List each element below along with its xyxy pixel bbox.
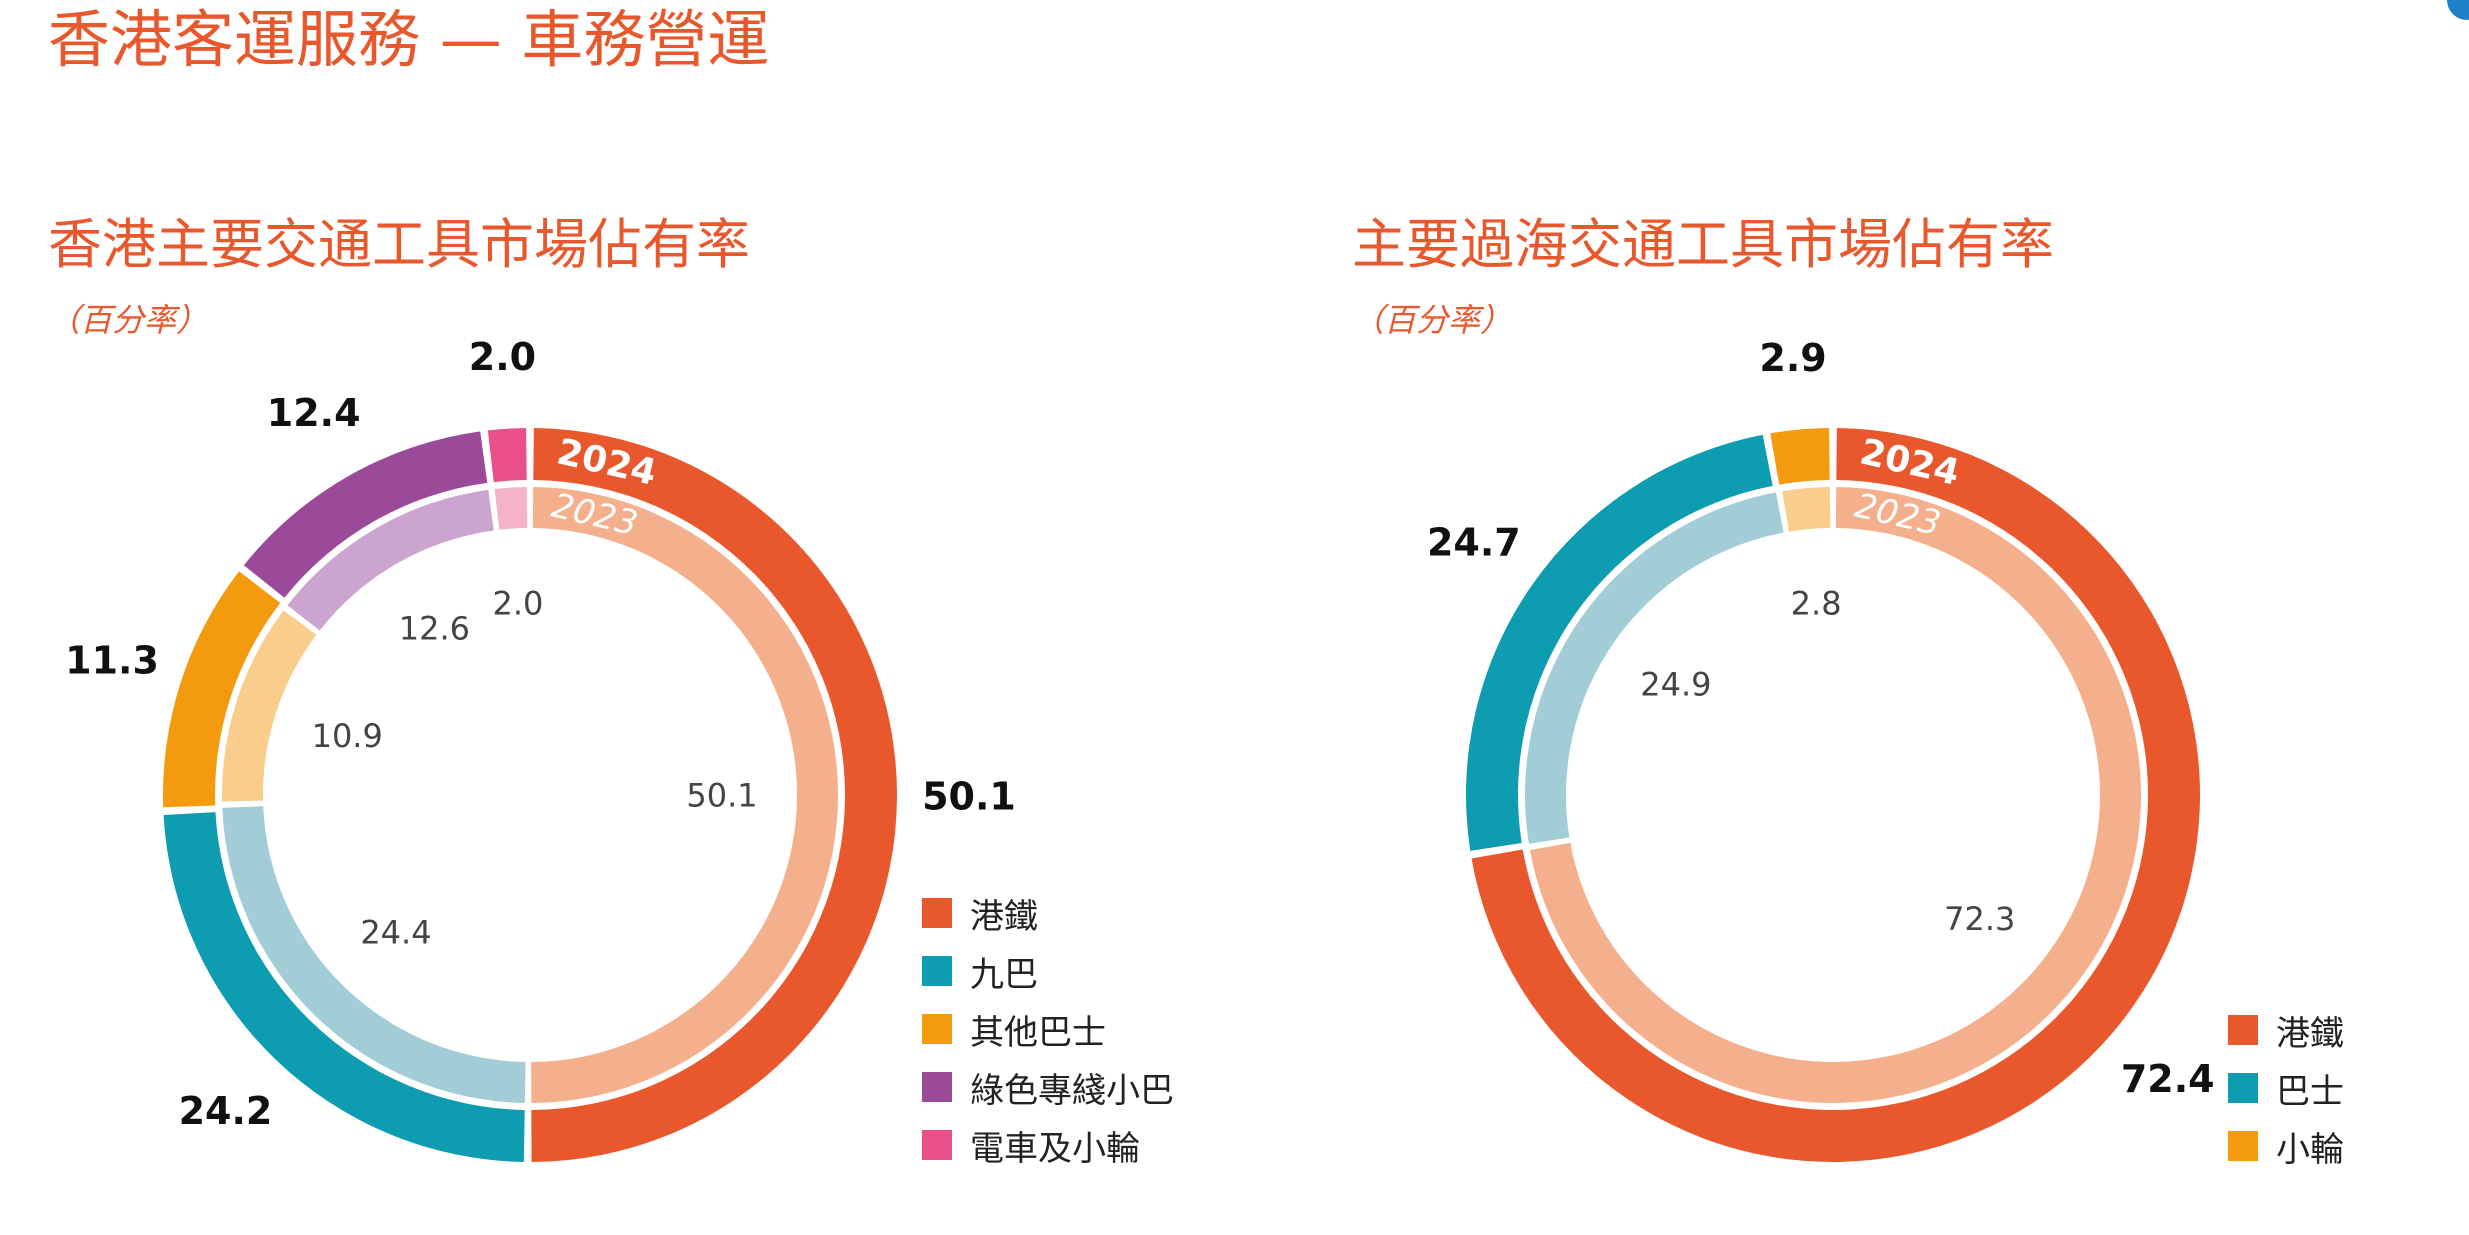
chart-2-inner-value-label-3: 2.8 bbox=[1791, 585, 1842, 623]
chart-1-legend-item-1: 港鐵 bbox=[922, 884, 1174, 942]
chart-1-inner-slice-1 bbox=[531, 487, 839, 1103]
chart-1-inner-value-label-5: 2.0 bbox=[492, 584, 543, 622]
chart-1-legend-label-1: 港鐵 bbox=[970, 896, 1038, 937]
chart-2-legend-swatch-1 bbox=[2228, 1015, 2258, 1045]
chart-1-legend-item-3: 其他巴士 bbox=[922, 1000, 1174, 1058]
chart-2-outer-slice-2 bbox=[1466, 434, 1773, 851]
chart-2-outer-value-label-2: 24.7 bbox=[1427, 521, 1521, 565]
chart-1-inner-slice-4 bbox=[287, 489, 494, 631]
chart-1-outer-value-label-1: 50.1 bbox=[922, 774, 1016, 818]
chart-2-legend-item-2: 巴士 bbox=[2228, 1059, 2344, 1117]
chart-1-outer-slice-5 bbox=[487, 428, 527, 483]
chart-1-inner-slice-5 bbox=[494, 487, 528, 530]
chart-1-inner-slice-3 bbox=[222, 610, 317, 802]
chart-2-legend-swatch-2 bbox=[2228, 1073, 2258, 1103]
chart-1-inner-value-label-1: 50.1 bbox=[686, 777, 757, 815]
chart-2-outer-value-label-1: 72.4 bbox=[2121, 1057, 2215, 1101]
chart-1-outer-value-label-5: 2.0 bbox=[469, 335, 536, 379]
chart-1-legend-item-5: 電車及小輪 bbox=[922, 1116, 1174, 1174]
chart-1-legend-swatch-3 bbox=[922, 1014, 952, 1044]
chart-1-outer-slice-4 bbox=[243, 431, 488, 598]
chart-2-subtitle: （百分率） bbox=[1352, 301, 1513, 339]
chart-1-legend-label-5: 電車及小輪 bbox=[970, 1128, 1140, 1169]
chart-1-outer-value-label-4: 12.4 bbox=[267, 391, 361, 435]
chart-2-legend-swatch-3 bbox=[2228, 1131, 2258, 1161]
chart-1-legend-label-4: 綠色專綫小巴 bbox=[970, 1070, 1174, 1111]
chart-2-legend-item-3: 小輪 bbox=[2228, 1117, 2344, 1175]
chart-1-legend-swatch-4 bbox=[922, 1072, 952, 1102]
chart-1-legend-label-3: 其他巴士 bbox=[970, 1012, 1106, 1053]
chart-2-legend-label-3: 小輪 bbox=[2276, 1129, 2344, 1170]
chart-1-subtitle: （百分率） bbox=[48, 301, 209, 339]
chart-1-legend-swatch-2 bbox=[922, 956, 952, 986]
chart-1-legend-swatch-1 bbox=[922, 898, 952, 928]
chart-1-outer-value-label-3: 11.3 bbox=[65, 639, 159, 683]
chart-2-inner-slice-2 bbox=[1525, 492, 1784, 844]
chart-2-inner-slice-3 bbox=[1782, 487, 1831, 532]
chart-1-legend-item-2: 九巴 bbox=[922, 942, 1174, 1000]
chart-1-title: 香港主要交通工具市場佔有率 bbox=[48, 213, 750, 276]
chart-2-outer-slice-3 bbox=[1770, 428, 1830, 485]
chart-1-legend: 港鐵九巴其他巴士綠色專綫小巴 電車及小輪 bbox=[922, 884, 1174, 1174]
chart-2-inner-value-label-1: 72.3 bbox=[1944, 900, 2015, 938]
chart-1-inner-value-label-4: 12.6 bbox=[399, 610, 470, 648]
chart-1-outer-slice-2 bbox=[163, 812, 525, 1162]
chart-2-legend-item-1: 港鐵 bbox=[2228, 1001, 2344, 1059]
chart-2-legend: 港鐵 巴士 小輪 bbox=[2228, 1001, 2344, 1175]
page-title: 香港客運服務 — 車務營運 bbox=[48, 3, 770, 76]
chart-1-inner-value-label-2: 24.4 bbox=[360, 913, 431, 951]
chart-1-inner-slice-2 bbox=[222, 806, 526, 1103]
chart-2-legend-label-2: 巴士 bbox=[2276, 1071, 2344, 1112]
chart-2-inner-value-label-2: 24.9 bbox=[1640, 666, 1711, 704]
chart-2-outer-value-label-3: 2.9 bbox=[1759, 336, 1826, 380]
chart-1-legend-swatch-5 bbox=[922, 1130, 952, 1160]
chart-1-legend-item-4: 綠色專綫小巴 bbox=[922, 1058, 1174, 1116]
chart-2-legend-label-1: 港鐵 bbox=[2276, 1013, 2344, 1054]
chart-1-outer-slice-1 bbox=[531, 428, 898, 1162]
chart-2-title: 主要過海交通工具市場佔有率 bbox=[1352, 213, 2054, 276]
chart-1-outer-slice-3 bbox=[163, 571, 281, 808]
chart-1-outer-value-label-2: 24.2 bbox=[179, 1089, 273, 1133]
chart-1-inner-value-label-3: 10.9 bbox=[312, 717, 383, 755]
chart-1-legend-label-2: 九巴 bbox=[970, 954, 1038, 995]
